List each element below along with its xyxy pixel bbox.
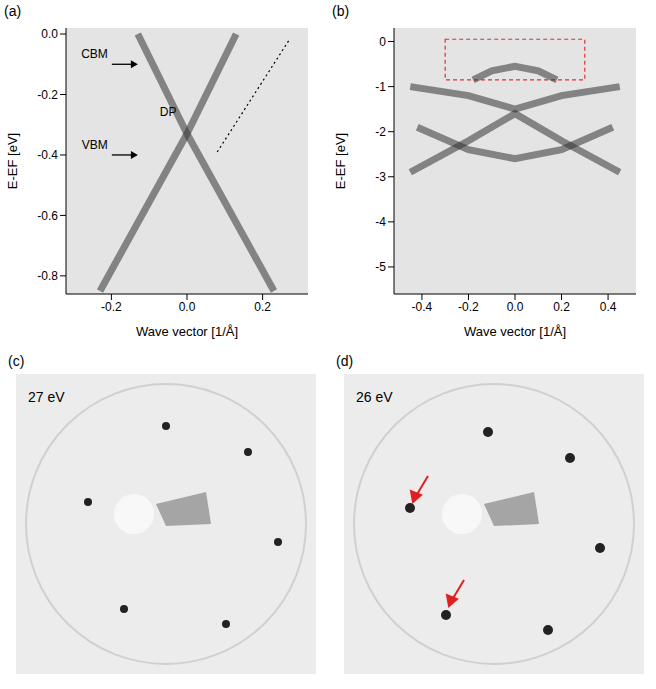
svg-text:26 eV: 26 eV <box>356 389 393 405</box>
svg-text:Wave vector [1/Å]: Wave vector [1/Å] <box>464 324 566 339</box>
svg-text:E-EF [eV]: E-EF [eV] <box>5 133 20 189</box>
svg-text:0.2: 0.2 <box>553 300 570 314</box>
svg-text:-0.2: -0.2 <box>37 88 58 102</box>
svg-text:E-EF [eV]: E-EF [eV] <box>333 133 348 189</box>
svg-text:-0.4: -0.4 <box>37 148 58 162</box>
svg-text:0: 0 <box>379 35 386 49</box>
svg-text:-3: -3 <box>375 170 386 184</box>
svg-text:-2: -2 <box>375 125 386 139</box>
svg-text:-0.4: -0.4 <box>412 300 433 314</box>
html-text:(c): (c) <box>8 353 25 369</box>
svg-text:0.2: 0.2 <box>254 300 271 314</box>
svg-text:-5: -5 <box>375 260 386 274</box>
svg-text:0.0: 0.0 <box>507 300 524 314</box>
svg-text:VBM: VBM <box>82 138 108 152</box>
svg-text:-1: -1 <box>375 80 386 94</box>
html-text:(b): (b) <box>332 3 350 19</box>
svg-text:-0.8: -0.8 <box>37 269 58 283</box>
svg-text:-0.6: -0.6 <box>37 209 58 223</box>
svg-text:Wave vector [1/Å]: Wave vector [1/Å] <box>136 324 238 339</box>
svg-text:0.0: 0.0 <box>179 300 196 314</box>
svg-text:DP: DP <box>160 105 177 119</box>
html-text:(d): (d) <box>336 353 354 369</box>
svg-text:-0.2: -0.2 <box>101 300 122 314</box>
svg-text:27 eV: 27 eV <box>28 389 65 405</box>
html-text:(a): (a) <box>4 3 22 19</box>
svg-text:0.4: 0.4 <box>600 300 617 314</box>
svg-text:-4: -4 <box>375 215 386 229</box>
svg-text:-0.2: -0.2 <box>458 300 479 314</box>
svg-text:CBM: CBM <box>81 47 108 61</box>
svg-text:0.0: 0.0 <box>41 27 58 41</box>
